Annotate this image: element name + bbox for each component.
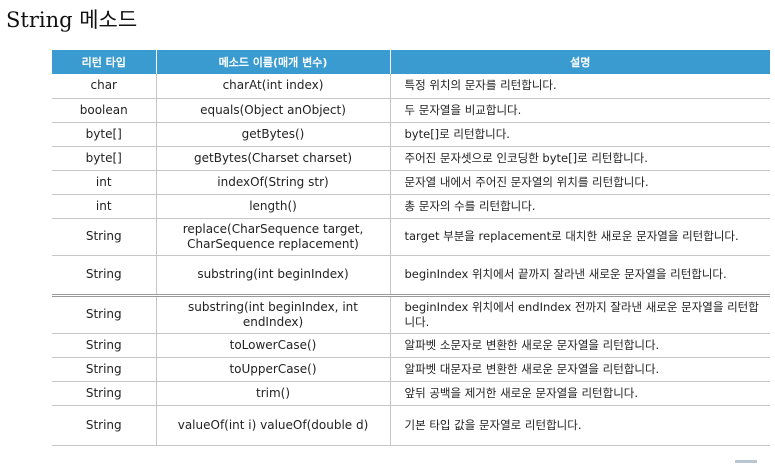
cell-return-type: int — [52, 194, 156, 219]
table-row: String trim() 앞뒤 공백을 제거한 새로운 문자열을 리턴합니다. — [52, 381, 770, 406]
cell-return-type: int — [52, 170, 156, 195]
cell-method: getBytes() — [155, 122, 390, 147]
cell-description: 주어진 문자셋으로 인코딩한 byte[]로 리턴합니다. — [389, 146, 770, 171]
cell-return-type: String — [52, 381, 156, 406]
cell-return-type: boolean — [52, 98, 156, 123]
header-method-name: 메소드 이름(매개 변수) — [155, 50, 390, 74]
string-methods-table: 리턴 타입 메소드 이름(매개 변수) 설명 char charAt(int i… — [52, 50, 770, 446]
cell-return-type: byte[] — [52, 146, 156, 171]
cell-description: 총 문자의 수를 리턴합니다. — [389, 194, 770, 219]
cell-return-type: String — [52, 255, 156, 297]
cell-description: byte[]로 리턴합니다. — [389, 122, 770, 147]
table-row: String substring(int beginIndex) beginIn… — [52, 255, 770, 297]
page-title: String 메소드 — [6, 8, 138, 32]
table-row: int indexOf(String str) 문자열 내에서 주어진 문자열의… — [52, 170, 770, 195]
table-row: String replace(CharSequence target, Char… — [52, 218, 770, 256]
header-return-type: 리턴 타입 — [52, 50, 156, 74]
cell-description: 알파벳 소문자로 변환한 새로운 문자열을 리턴합니다. — [389, 333, 770, 358]
cell-return-type: char — [52, 74, 156, 99]
cell-method: toLowerCase() — [155, 333, 390, 358]
cell-method: indexOf(String str) — [155, 170, 390, 195]
cell-description: 두 문자열을 비교합니다. — [389, 98, 770, 123]
cell-return-type: String — [52, 295, 156, 334]
cell-description: beginIndex 위치에서 끝까지 잘라낸 새로운 문자열을 리턴합니다. — [389, 255, 770, 297]
table-row: String toLowerCase() 알파벳 소문자로 변환한 새로운 문자… — [52, 333, 770, 358]
table-row: char charAt(int index) 특정 위치의 문자를 리턴합니다. — [52, 74, 770, 99]
cell-description: target 부분을 replacement로 대치한 새로운 문자열을 리턴합… — [389, 218, 770, 256]
cell-method: getBytes(Charset charset) — [155, 146, 390, 171]
cell-method: charAt(int index) — [155, 74, 390, 99]
cell-description: 문자열 내에서 주어진 문자열의 위치를 리턴합니다. — [389, 170, 770, 195]
cell-method: replace(CharSequence target, CharSequenc… — [155, 218, 390, 256]
cell-description: beginIndex 위치에서 endIndex 전까지 잘라낸 새로운 문자열… — [389, 295, 770, 334]
table-row: String valueOf(int i) valueOf(double d) … — [52, 405, 770, 446]
cell-description: 앞뒤 공백을 제거한 새로운 문자열을 리턴합니다. — [389, 381, 770, 406]
cell-return-type: String — [52, 357, 156, 382]
table-row: String toUpperCase() 알파벳 대문자로 변환한 새로운 문자… — [52, 357, 770, 382]
table-row: int length() 총 문자의 수를 리턴합니다. — [52, 194, 770, 219]
table-header-row: 리턴 타입 메소드 이름(매개 변수) 설명 — [52, 50, 770, 74]
table-row: String substring(int beginIndex, int end… — [52, 295, 770, 334]
cell-method: substring(int beginIndex, int endIndex) — [155, 295, 390, 334]
table-row: boolean equals(Object anObject) 두 문자열을 비… — [52, 98, 770, 123]
cell-return-type: byte[] — [52, 122, 156, 147]
cell-description: 알파벳 대문자로 변환한 새로운 문자열을 리턴합니다. — [389, 357, 770, 382]
cell-return-type: String — [52, 218, 156, 256]
cell-method: trim() — [155, 381, 390, 406]
cell-method: valueOf(int i) valueOf(double d) — [155, 405, 390, 446]
cell-description: 특정 위치의 문자를 리턴합니다. — [389, 74, 770, 99]
table-row: byte[] getBytes() byte[]로 리턴합니다. — [52, 122, 770, 147]
cell-method: substring(int beginIndex) — [155, 255, 390, 297]
cell-method: equals(Object anObject) — [155, 98, 390, 123]
corner-decoration — [735, 460, 757, 463]
cell-description: 기본 타입 값을 문자열로 리턴합니다. — [389, 405, 770, 446]
cell-return-type: String — [52, 405, 156, 446]
cell-method: length() — [155, 194, 390, 219]
cell-return-type: String — [52, 333, 156, 358]
table-row: byte[] getBytes(Charset charset) 주어진 문자셋… — [52, 146, 770, 171]
header-description: 설명 — [389, 50, 770, 74]
cell-method: toUpperCase() — [155, 357, 390, 382]
